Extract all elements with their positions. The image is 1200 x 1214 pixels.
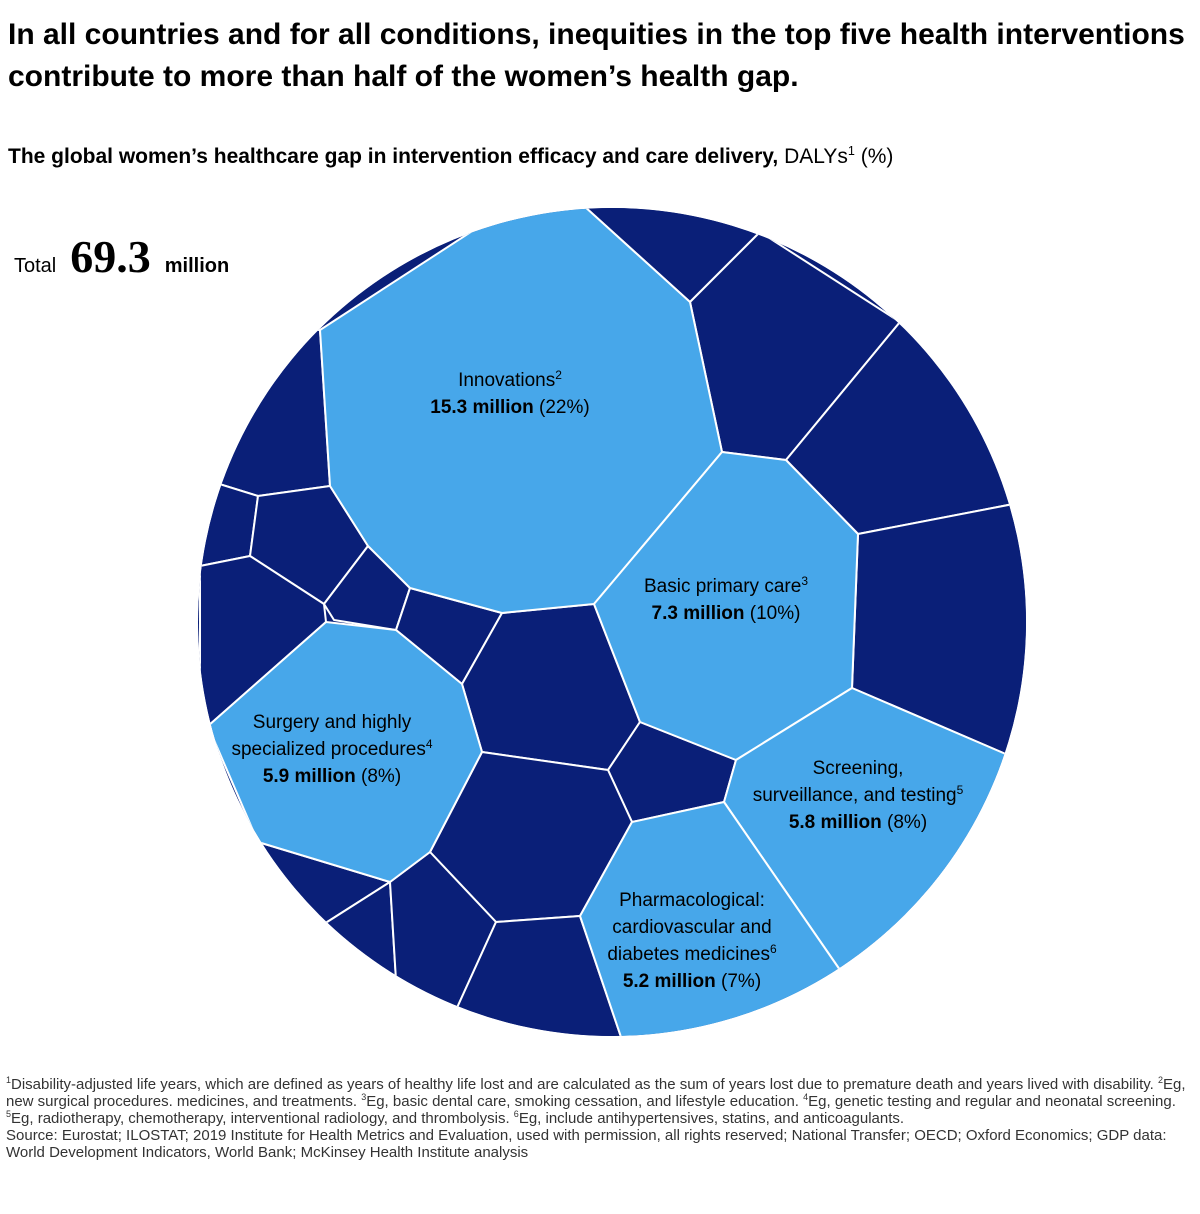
label-primary-share: (10%): [744, 603, 800, 624]
other-cell-bottom: [439, 915, 623, 1036]
footnote-6-marker: 6: [513, 1109, 519, 1119]
label-surgery-footnote-marker: 4: [426, 737, 433, 751]
label-surgery-share: (8%): [356, 766, 401, 787]
label-pharma-share: (7%): [716, 971, 761, 992]
chart-headline: In all countries and for all conditions,…: [8, 18, 1185, 93]
label-surgery-name-line-1: Surgery and highly: [253, 712, 412, 733]
label-innovations-name-line-1: Innovations2: [458, 368, 562, 391]
footnote-4-marker: 4: [803, 1092, 809, 1102]
label-primary-name-line-1: Basic primary care3: [644, 574, 808, 597]
total-label: Total: [14, 255, 57, 277]
label-innovations-millions: 15.3 million: [430, 397, 533, 418]
footnote-3: Eg, basic dental care, smoking cessation…: [366, 1093, 799, 1110]
subtitle-main: The global women’s healthcare gap in int…: [8, 145, 779, 168]
footnote-4: Eg, genetic testing and regular and neon…: [808, 1093, 1176, 1110]
footnote-1-marker: 1: [6, 1075, 12, 1085]
label-pharma-value: 5.2 million (7%): [623, 971, 761, 992]
footnote-5: Eg, radiotherapy, chemotherapy, interven…: [11, 1110, 510, 1127]
label-screening-name-line-1: Screening,: [813, 758, 904, 779]
footnote-3-marker: 3: [361, 1092, 367, 1102]
footnote-5-marker: 5: [6, 1109, 12, 1119]
label-innovations-value: 15.3 million (22%): [430, 397, 589, 418]
label-screening-name-line-2: surveillance, and testing5: [753, 783, 964, 806]
label-surgery-name-line-2: specialized procedures4: [231, 737, 432, 760]
subtitle-footnote-marker: 1: [847, 144, 855, 158]
label-pharma-millions: 5.2 million: [623, 971, 716, 992]
label-surgery: Surgery and highly specialized procedures…: [231, 712, 432, 787]
cells-group: [198, 208, 1026, 1036]
label-primary-millions: 7.3 million: [652, 603, 745, 624]
label-screening-millions: 5.8 million: [789, 812, 882, 833]
footnote-6: Eg, include antihypertensives, statins, …: [518, 1110, 905, 1127]
label-pharma-footnote-marker: 6: [770, 942, 777, 956]
surgery-cell: [207, 621, 483, 883]
footnote-2-marker: 2: [1158, 1075, 1164, 1085]
label-surgery-millions: 5.9 million: [263, 766, 356, 787]
label-screening: Screening, surveillance, and testing5 5.8 …: [753, 758, 964, 833]
subtitle-metric: DALYs: [778, 145, 848, 168]
label-pharma-name-line-3: diabetes medicines6: [607, 942, 777, 965]
footnote-2: Eg, new surgical procedures. medicines, …: [6, 1076, 1186, 1110]
subtitle-unit: (%): [854, 145, 894, 168]
label-innovations-footnote-marker: 2: [555, 368, 562, 382]
chart-subtitle: The global women’s healthcare gap in int…: [8, 142, 893, 172]
other-cell-left-upper: [199, 329, 331, 497]
footnote-definitions: 1Disability-adjusted life years, which a…: [6, 1075, 1196, 1128]
label-primary-footnote-marker: 3: [801, 574, 808, 588]
label-screening-footnote-marker: 5: [957, 783, 964, 797]
footnote-1: Disability-adjusted life years, which ar…: [11, 1076, 1154, 1093]
footnotes: 1Disability-adjusted life years, which a…: [6, 1075, 1196, 1162]
label-innovations-share: (22%): [534, 397, 590, 418]
voronoi-treemap-chart: Innovations2 15.3 million (22%) Basic prim…: [198, 208, 1026, 1036]
source-note: Source: Eurostat; ILOSTAT; 2019 Institut…: [6, 1127, 1167, 1161]
label-pharma-name-line-2: cardiovascular and: [612, 917, 771, 938]
pharmacological-cell: [579, 801, 841, 1036]
label-innovations: Innovations2 15.3 million (22%): [430, 368, 589, 418]
label-primary: Basic primary care3 7.3 million (10%): [644, 574, 808, 624]
total-value: 69.3: [70, 231, 151, 282]
label-pharma: Pharmacological: cardiovascular and diabet…: [607, 890, 777, 992]
innovations-cell: [319, 208, 723, 614]
total-readout: Total 69.3 million: [14, 230, 229, 283]
label-pharma-name-line-1: Pharmacological:: [619, 890, 765, 911]
label-surgery-value: 5.9 million (8%): [263, 766, 401, 787]
label-primary-value: 7.3 million (10%): [652, 603, 801, 624]
label-screening-value: 5.8 million (8%): [789, 812, 927, 833]
label-screening-share: (8%): [882, 812, 927, 833]
total-unit: million: [164, 255, 230, 277]
